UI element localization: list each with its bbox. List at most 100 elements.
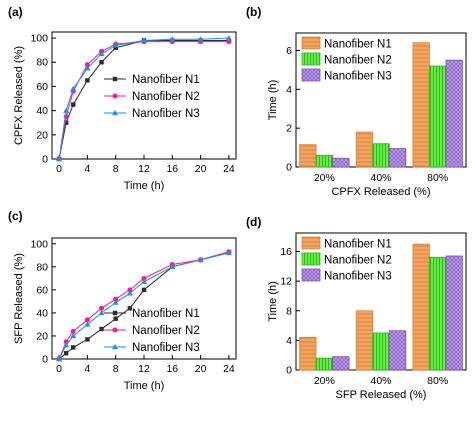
legend: Nanofiber N1 Nanofiber N2 Nanofiber N3 bbox=[301, 236, 392, 283]
data-point bbox=[113, 316, 118, 321]
legend-item: Nanofiber N2 bbox=[301, 252, 392, 267]
y-tick-label: 100 bbox=[30, 33, 48, 45]
bar bbox=[315, 154, 333, 168]
bar bbox=[412, 42, 430, 168]
data-point bbox=[141, 278, 147, 284]
y-axis-label: SFP Released (%) bbox=[13, 253, 25, 344]
data-point bbox=[84, 62, 90, 68]
data-point bbox=[63, 120, 69, 125]
data-point bbox=[56, 356, 63, 362]
bar bbox=[372, 332, 390, 371]
legend-label: Nanofiber N2 bbox=[132, 91, 200, 103]
x-tick-label: 20 bbox=[195, 363, 207, 375]
x-tick-label: 16 bbox=[166, 163, 178, 175]
data-point bbox=[98, 309, 105, 316]
data-point bbox=[113, 296, 119, 302]
y-tick-label: 80 bbox=[36, 57, 48, 69]
bar bbox=[332, 356, 350, 371]
legend-label: Nanofiber N2 bbox=[324, 255, 392, 267]
x-tick-label: 12 bbox=[138, 163, 150, 175]
bar bbox=[332, 157, 350, 168]
legend-item: Nanofiber N1 bbox=[301, 36, 392, 51]
chart-panel-b: (b) 0 2 4 6 Time (h) CPFX Released (%) 20% 40% 80… bbox=[246, 5, 467, 198]
legend-swatch bbox=[301, 68, 321, 82]
y-tick-label: 16 bbox=[280, 246, 292, 258]
x-tick-label: 20 bbox=[195, 163, 207, 175]
data-point bbox=[71, 102, 76, 107]
x-tick-label: 16 bbox=[166, 363, 178, 375]
data-point bbox=[197, 256, 204, 263]
series-line bbox=[58, 39, 229, 160]
legend-item: Nanofiber N1 bbox=[104, 308, 200, 320]
y-axis-label: Time (h) bbox=[267, 80, 279, 121]
data-point bbox=[85, 337, 90, 342]
legend-item: Nanofiber N1 bbox=[301, 236, 392, 251]
y-tick-label: 2 bbox=[286, 123, 292, 135]
bar bbox=[445, 59, 463, 168]
data-point bbox=[113, 45, 118, 50]
y-axis-label: Time (h) bbox=[267, 281, 279, 322]
category-label: 80% bbox=[427, 172, 448, 184]
legend-label: Nanofiber N1 bbox=[132, 74, 200, 86]
data-point bbox=[84, 321, 91, 327]
data-point bbox=[63, 342, 70, 348]
y-tick-label: 4 bbox=[286, 335, 292, 347]
category-label: 40% bbox=[370, 172, 391, 184]
y-tick-label: 20 bbox=[36, 330, 48, 342]
legend-swatch bbox=[301, 52, 321, 66]
data-point bbox=[141, 37, 147, 43]
category-label: 20% bbox=[314, 172, 335, 184]
data-point bbox=[126, 290, 133, 296]
data-point bbox=[84, 65, 91, 71]
y-tick-label: 0 bbox=[42, 354, 48, 366]
legend-label: Nanofiber N1 bbox=[324, 239, 392, 251]
legend-label: Nanofiber N1 bbox=[132, 308, 200, 320]
data-point bbox=[127, 306, 133, 311]
x-tick-label: 4 bbox=[84, 363, 90, 375]
x-tick-label: 8 bbox=[113, 163, 119, 175]
data-point bbox=[56, 156, 63, 162]
legend-item: Nanofiber N3 bbox=[301, 68, 392, 83]
y-tick-label: 0 bbox=[42, 154, 48, 166]
data-point bbox=[63, 114, 69, 120]
category-label: 40% bbox=[370, 375, 391, 387]
legend-swatch bbox=[301, 252, 321, 266]
data-point bbox=[169, 36, 176, 42]
bar bbox=[299, 144, 317, 168]
x-tick-label: 4 bbox=[84, 163, 90, 175]
data-point bbox=[225, 249, 232, 256]
bar bbox=[429, 257, 447, 371]
data-point bbox=[197, 36, 204, 42]
series-line bbox=[58, 37, 229, 160]
data-point bbox=[63, 351, 69, 356]
panel-label-d: (d) bbox=[246, 215, 261, 229]
y-tick-label: 12 bbox=[280, 276, 292, 288]
bar bbox=[299, 337, 317, 371]
y-tick-label: 8 bbox=[286, 305, 292, 317]
data-point bbox=[63, 107, 70, 113]
legend-item: Nanofiber N3 bbox=[104, 342, 200, 354]
data-point bbox=[98, 50, 105, 56]
series-3 bbox=[56, 35, 232, 162]
y-tick-label: 20 bbox=[36, 129, 48, 141]
legend-label: Nanofiber N1 bbox=[324, 39, 392, 51]
y-tick-label: 60 bbox=[36, 284, 48, 296]
y-tick-label: 40 bbox=[36, 105, 48, 117]
legend: Nanofiber N1 Nanofiber N2 Nanofiber N3 bbox=[301, 36, 392, 83]
chart-panel-c: (c) 0 20 40 60 80 100 SFP Released (%) Time (h) 0… bbox=[8, 209, 237, 392]
y-tick-label: 0 bbox=[286, 162, 292, 174]
series-line bbox=[58, 41, 229, 160]
x-tick-label: 8 bbox=[113, 363, 119, 375]
data-point bbox=[226, 39, 232, 45]
data-point bbox=[169, 263, 176, 270]
y-tick-label: 80 bbox=[36, 261, 48, 273]
data-point bbox=[141, 287, 147, 293]
bar bbox=[355, 310, 374, 371]
x-axis-label: CPFX Released (%) bbox=[331, 186, 430, 198]
legend: Nanofiber N1 Nanofiber N2 Nanofiber N3 bbox=[104, 308, 200, 354]
data-point bbox=[70, 332, 77, 339]
legend-item: Nanofiber N1 bbox=[104, 74, 200, 86]
y-tick-label: 4 bbox=[286, 84, 292, 96]
bar bbox=[412, 243, 430, 371]
